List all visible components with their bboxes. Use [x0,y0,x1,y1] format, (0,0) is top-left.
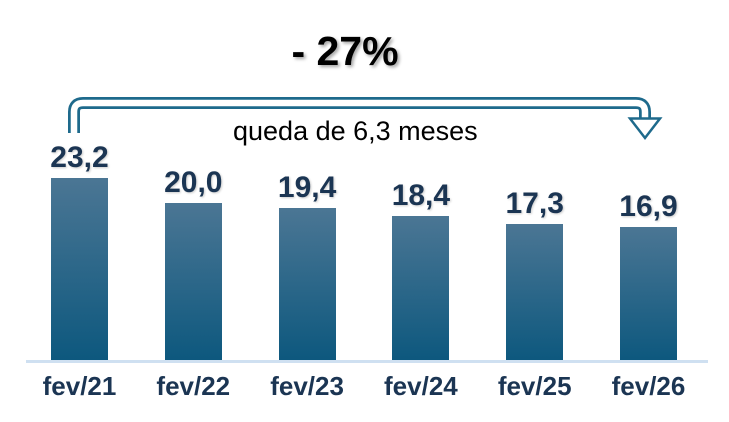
bar-value-label: 20,0 [164,166,223,199]
percent-change-label: - 27% [291,28,399,74]
x-axis-label: fev/24 [384,371,458,401]
x-axis-label: fev/23 [270,371,344,401]
bar [278,207,336,360]
bar [506,224,564,360]
x-axis-label: fev/26 [611,371,686,401]
bar [392,215,450,360]
bar [620,227,677,360]
x-axis-line [26,360,708,363]
bar-value-label: 17,3 [505,187,564,221]
bar [51,177,108,360]
bar-value-label: 16,9 [619,190,678,224]
bar-value-label: 19,4 [277,170,337,204]
bar-value-label: 23,2 [50,140,109,174]
bar [164,203,222,360]
x-axis-label: fev/25 [497,371,572,401]
bar-value-label: 18,4 [391,178,451,212]
x-axis-label: fev/21 [42,371,117,401]
drop-annotation-label: queda de 6,3 meses [233,116,478,146]
x-axis-label: fev/22 [156,371,231,401]
